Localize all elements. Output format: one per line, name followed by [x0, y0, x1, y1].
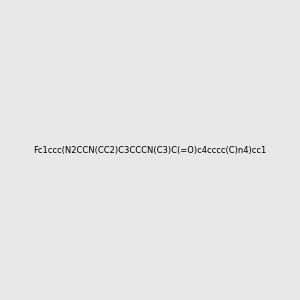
Text: Fc1ccc(N2CCN(CC2)C3CCCN(C3)C(=O)c4cccc(C)n4)cc1: Fc1ccc(N2CCN(CC2)C3CCCN(C3)C(=O)c4cccc(C…	[33, 146, 267, 154]
